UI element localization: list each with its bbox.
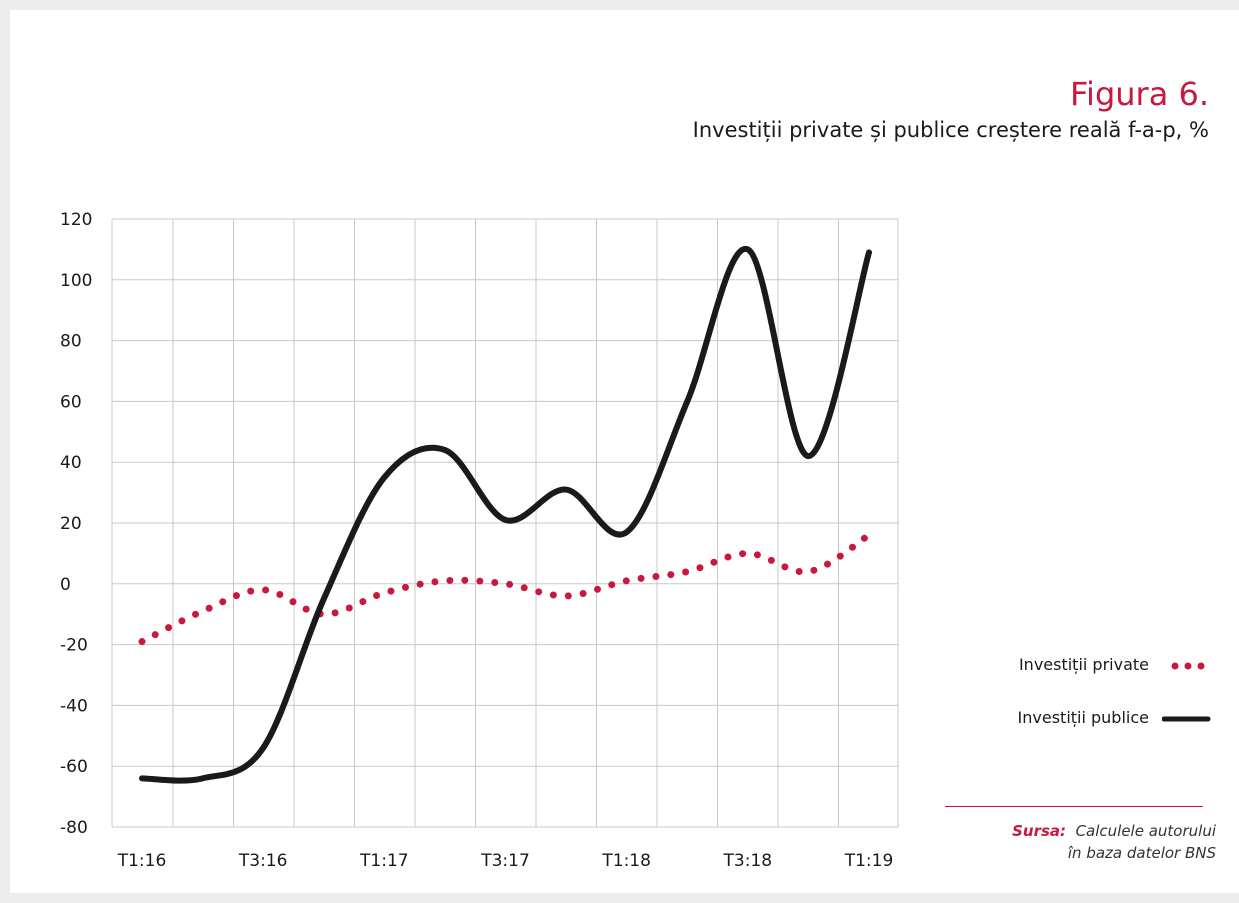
y-tick-label: 60: [60, 392, 82, 412]
x-tick-label: T3:17: [480, 851, 530, 871]
series-line-public: [139, 246, 872, 784]
legend-swatch-public: [1162, 716, 1211, 722]
y-axis: 120 100 80 60 40 20 0 -20 -40 -60 -80: [60, 210, 92, 838]
x-tick-label: T3:18: [723, 851, 773, 871]
figure-title: Investiții private și publice creștere r…: [692, 118, 1209, 142]
x-axis: T1:16 T3:16 T1:17 T3:17 T1:18 T3:18 T1:19: [117, 851, 894, 871]
y-tick-label: 120: [60, 210, 92, 230]
y-tick-label: -20: [60, 636, 88, 656]
x-tick-label: T3:16: [238, 851, 288, 871]
y-tick-label: 80: [60, 332, 82, 352]
x-tick-label: T1:17: [359, 851, 409, 871]
grid: [111, 218, 899, 828]
y-tick-label: -80: [60, 818, 88, 838]
y-tick-label: 20: [60, 514, 82, 534]
figure-panel: [10, 10, 1239, 893]
legend-label-private: Investiții private: [1018, 655, 1149, 674]
y-tick-label: 100: [60, 271, 92, 291]
figure-label: Figura 6.: [1069, 75, 1209, 113]
source-line-2: în baza datelor BNS: [1067, 844, 1216, 862]
legend-swatch-private: [1171, 662, 1205, 670]
source-divider: [945, 806, 1203, 807]
y-tick-label: 0: [60, 575, 71, 595]
y-tick-label: -60: [60, 757, 88, 777]
series-group: [138, 246, 873, 784]
source-key: Sursa:: [1012, 822, 1067, 840]
legend-item-public: Investiții publice: [1018, 708, 1149, 727]
source-line-1: Calculele autorului: [1075, 822, 1216, 840]
legend-item-private: Investiții private: [1019, 655, 1149, 674]
series-line-private: [138, 531, 873, 646]
y-tick-label: 40: [60, 453, 82, 473]
legend-label-public: Investiții publice: [1017, 708, 1149, 727]
x-tick-label: T1:19: [844, 851, 894, 871]
source-note: Sursa: Calculele autorului în baza datel…: [1012, 820, 1216, 864]
y-tick-label: -40: [60, 696, 88, 716]
x-tick-label: T1:16: [117, 851, 167, 871]
x-tick-label: T1:18: [601, 851, 651, 871]
